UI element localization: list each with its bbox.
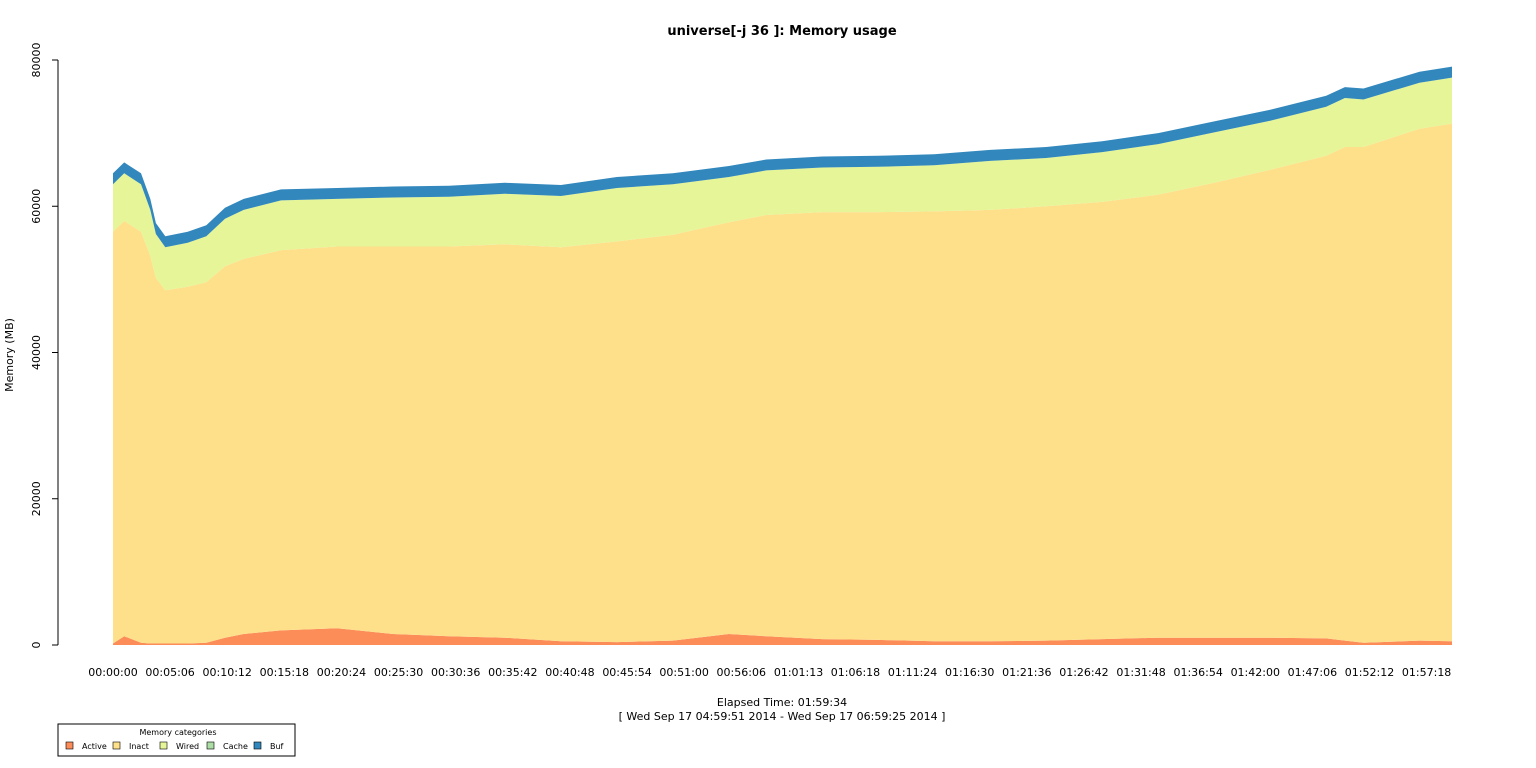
x-tick-label: 01:52:12: [1345, 666, 1394, 679]
legend-swatch-cache: [206, 741, 215, 750]
plot-area: [113, 66, 1452, 645]
x-tick-label: 01:06:18: [831, 666, 880, 679]
legend-swatch-inact: [112, 741, 121, 750]
y-tick-label: 60000: [30, 189, 43, 224]
x-tick-label: 01:47:06: [1288, 666, 1337, 679]
y-tick-label: 40000: [30, 335, 43, 370]
x-tick-label: 00:51:00: [659, 666, 708, 679]
chart-title: universe[-j 36 ]: Memory usage: [667, 24, 897, 39]
x-tick-label: 01:11:24: [888, 666, 937, 679]
x-tick-label: 01:42:00: [1231, 666, 1280, 679]
legend-box: [57, 723, 296, 757]
x-tick-label: 00:20:24: [317, 666, 366, 679]
x-tick-label: 00:30:36: [431, 666, 480, 679]
legend-title: Memory categories: [139, 728, 216, 737]
legend-label-buf: Buf: [270, 742, 284, 751]
x-tick-label: 00:35:42: [488, 666, 537, 679]
area-series-active: [113, 628, 1452, 645]
legend-label-cache: Cache: [223, 742, 248, 751]
x-tick-label: 00:05:06: [145, 666, 194, 679]
x-tick-label: 00:45:54: [602, 666, 651, 679]
y-axis-title: Memory (MB): [3, 318, 16, 392]
x-tick-label: 01:16:30: [945, 666, 994, 679]
legend-swatch-active: [65, 741, 74, 750]
y-tick-label: 0: [30, 642, 43, 649]
y-tick-label: 80000: [30, 43, 43, 78]
x-tick-label: 01:57:18: [1402, 666, 1451, 679]
y-axis: 0 20000 40000 60000 80000: [30, 43, 59, 649]
x-tick-label: 00:25:30: [374, 666, 423, 679]
x-tick-label: 00:10:12: [203, 666, 252, 679]
legend-label-wired: Wired: [176, 742, 199, 751]
legend: Memory categories Active Inact Wired Cache B…: [57, 723, 296, 757]
x-tick-label: 01:26:42: [1059, 666, 1108, 679]
x-axis: 00:00:00 00:05:06 00:10:12 00:15:18 00:20:24…: [88, 666, 1451, 679]
legend-label-active: Active: [82, 742, 107, 751]
x-tick-label: 01:21:36: [1002, 666, 1051, 679]
x-axis-title: Elapsed Time: 01:59:34: [717, 696, 847, 709]
legend-swatch-wired: [159, 741, 168, 750]
x-tick-label: 01:31:48: [1116, 666, 1165, 679]
x-tick-label: 00:00:00: [88, 666, 137, 679]
x-tick-label: 01:36:54: [1173, 666, 1222, 679]
legend-swatch-buf: [253, 741, 262, 750]
x-tick-label: 01:01:13: [774, 666, 823, 679]
chart-subtitle: [ Wed Sep 17 04:59:51 2014 - Wed Sep 17 …: [619, 710, 946, 723]
area-series-inact: [113, 123, 1452, 644]
area-series-wired: [113, 77, 1452, 291]
x-tick-label: 00:56:06: [717, 666, 766, 679]
y-tick-label: 20000: [30, 481, 43, 516]
x-tick-label: 00:40:48: [545, 666, 594, 679]
x-tick-label: 00:15:18: [260, 666, 309, 679]
legend-label-inact: Inact: [129, 742, 149, 751]
